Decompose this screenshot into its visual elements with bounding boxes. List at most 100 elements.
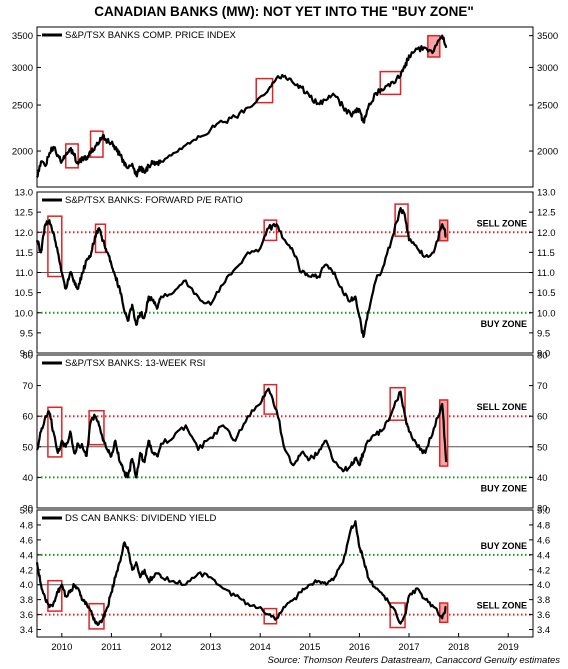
y-tick-label-left: 4.8 — [20, 520, 33, 531]
y-tick-label-left: 4.0 — [20, 580, 33, 591]
y-tick-label-left: 10.5 — [15, 288, 34, 299]
y-tick-label-left: 40 — [22, 473, 33, 484]
x-tick-label: 2013 — [200, 642, 221, 653]
buy-zone-label-2: BUY ZONE — [481, 319, 527, 329]
y-tick-label-left: 4.2 — [20, 565, 33, 576]
y-tick-label-right: 4.6 — [537, 535, 550, 546]
y-tick-label-right: 13.0 — [537, 188, 556, 199]
y-tick-label-right: 11.5 — [537, 248, 555, 259]
highlight-box-2 — [94, 223, 107, 254]
y-tick-label-left: 3.6 — [20, 610, 33, 621]
y-tick-label-left: 12.5 — [15, 208, 34, 219]
y-tick-label-right: 2500 — [537, 101, 558, 112]
y-tick-label-left: 9.5 — [20, 328, 33, 339]
y-tick-label-right: 9.5 — [537, 328, 550, 339]
y-tick-label-left: 60 — [22, 412, 33, 423]
y-tick-label-right: 4.2 — [537, 565, 550, 576]
legend-label-2: S&P/TSX BANKS: FORWARD P/E RATIO — [65, 195, 243, 206]
y-tick-label-left: 4.6 — [20, 535, 33, 546]
x-tick-label: 2011 — [101, 642, 121, 653]
y-tick-label-left: 3.4 — [20, 625, 33, 636]
y-tick-label-right: 4.4 — [537, 550, 550, 561]
y-tick-label-right: 3.6 — [537, 610, 550, 621]
y-tick-label-left: 11.5 — [15, 248, 33, 259]
panel-frame-1 — [36, 26, 534, 188]
highlight-box-1 — [427, 34, 441, 58]
legend-label-1: S&P/TSX BANKS COMP. PRICE INDEX — [65, 30, 237, 41]
y-tick-label-right: 3.8 — [537, 595, 550, 606]
highlight-box-3 — [263, 383, 278, 415]
legend-label-3: S&P/TSX BANKS: 13-WEEK RSI — [65, 358, 205, 369]
y-tick-label-left: 3000 — [12, 63, 33, 74]
highlight-box-4 — [47, 579, 63, 612]
y-tick-label-left: 80 — [22, 351, 33, 362]
y-tick-label-right: 30 — [537, 504, 548, 515]
sell-zone-label-2: SELL ZONE — [477, 218, 527, 228]
x-tick-label: 2018 — [448, 642, 469, 653]
x-tick-label: 2017 — [398, 642, 419, 653]
highlight-box-3 — [47, 406, 63, 458]
y-tick-label-right: 4.0 — [537, 580, 550, 591]
y-tick-label-right: 10.5 — [537, 288, 556, 299]
y-tick-label-right: 10.0 — [537, 308, 556, 319]
legend-label-4: DS CAN BANKS: DIVIDEND YIELD — [65, 513, 216, 524]
y-tick-label-right: 9.0 — [537, 349, 550, 360]
y-tick-label-right: 60 — [537, 412, 548, 423]
highlight-box-2 — [394, 203, 409, 237]
y-tick-label-left: 9.0 — [20, 349, 33, 360]
y-tick-label-right: 3500 — [537, 31, 558, 42]
y-tick-label-left: 12.0 — [15, 228, 34, 239]
chart-title: CANADIAN BANKS (MW): NOT YET INTO THE "B… — [94, 4, 474, 19]
sell-zone-label-3: SELL ZONE — [477, 402, 527, 412]
y-tick-label-right: 11.0 — [537, 268, 555, 279]
y-tick-label-left: 10.0 — [15, 308, 34, 319]
highlight-box-1 — [379, 70, 402, 96]
y-tick-label-right: 12.5 — [537, 208, 556, 219]
highlight-box-4 — [263, 607, 278, 625]
y-tick-label-right: 3000 — [537, 63, 558, 74]
y-tick-label-left: 4.4 — [20, 550, 33, 561]
y-tick-label-left: 11.0 — [15, 268, 33, 279]
x-tick-label: 2019 — [498, 642, 519, 653]
y-tick-label-right: 40 — [537, 473, 548, 484]
y-tick-label-left: 3500 — [12, 31, 33, 42]
highlight-box-1 — [65, 143, 79, 169]
x-tick-label: 2012 — [150, 642, 171, 653]
panel-frame-3 — [36, 354, 534, 509]
y-tick-label-right: 5.0 — [537, 506, 550, 517]
source-note: Source: Thomson Reuters Datastream, Cana… — [267, 655, 560, 666]
y-tick-label-left: 13.0 — [15, 188, 34, 199]
buy-zone-label-4: BUY ZONE — [481, 541, 527, 551]
series-line-3 — [36, 387, 448, 479]
panel-frame-4 — [36, 509, 534, 638]
sell-zone-label-4: SELL ZONE — [477, 601, 527, 611]
y-tick-label-right: 4.8 — [537, 520, 550, 531]
y-tick-label-left: 3.8 — [20, 595, 33, 606]
highlight-box-3 — [389, 386, 406, 421]
y-tick-label-right: 50 — [537, 442, 548, 453]
series-line-4 — [35, 520, 447, 627]
y-tick-label-right: 3.4 — [537, 625, 550, 636]
y-tick-label-right: 2000 — [537, 147, 558, 158]
y-tick-label-left: 5.0 — [20, 506, 33, 517]
buy-zone-label-3: BUY ZONE — [481, 483, 527, 493]
x-tick-label: 2015 — [299, 642, 320, 653]
x-tick-label: 2010 — [51, 642, 72, 653]
highlight-box-1 — [89, 130, 104, 158]
series-line-2 — [35, 207, 447, 338]
y-tick-label-right: 12.0 — [537, 228, 556, 239]
highlight-box-1 — [255, 77, 274, 104]
x-tick-label: 2014 — [250, 642, 271, 653]
y-tick-label-left: 70 — [22, 381, 33, 392]
y-tick-label-left: 30 — [22, 504, 33, 515]
x-tick-label: 2016 — [349, 642, 370, 653]
y-tick-label-right: 70 — [537, 381, 548, 392]
highlight-box-2 — [263, 219, 278, 242]
y-tick-label-left: 2500 — [12, 101, 33, 112]
highlight-box-2 — [47, 215, 63, 278]
y-tick-label-right: 80 — [537, 351, 548, 362]
y-tick-label-left: 2000 — [12, 147, 33, 158]
series-line-1 — [36, 34, 448, 178]
highlight-box-4 — [88, 602, 105, 630]
